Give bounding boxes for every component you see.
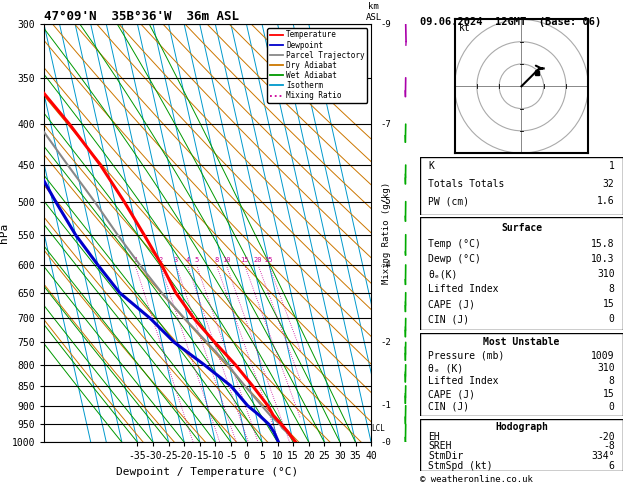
Text: Totals Totals: Totals Totals <box>428 179 504 189</box>
Text: 2: 2 <box>158 257 162 263</box>
Text: 8: 8 <box>609 284 615 294</box>
Text: -2: -2 <box>381 338 391 347</box>
Text: 1: 1 <box>609 161 615 171</box>
Text: 32: 32 <box>603 179 615 189</box>
Text: CIN (J): CIN (J) <box>428 402 469 412</box>
X-axis label: Dewpoint / Temperature (°C): Dewpoint / Temperature (°C) <box>116 467 299 477</box>
Text: SREH: SREH <box>428 441 452 451</box>
Text: Hodograph: Hodograph <box>495 421 548 432</box>
Text: Surface: Surface <box>501 223 542 233</box>
Text: CIN (J): CIN (J) <box>428 314 469 324</box>
Text: EH: EH <box>428 432 440 442</box>
Text: -7: -7 <box>381 120 391 129</box>
Text: 1009: 1009 <box>591 350 615 361</box>
Y-axis label: hPa: hPa <box>0 223 9 243</box>
Text: K: K <box>428 161 434 171</box>
Text: Lifted Index: Lifted Index <box>428 284 499 294</box>
Text: 1: 1 <box>133 257 137 263</box>
Text: 8: 8 <box>609 376 615 386</box>
Text: -8: -8 <box>603 441 615 451</box>
Text: 0: 0 <box>609 314 615 324</box>
Text: 15.8: 15.8 <box>591 239 615 249</box>
Text: -9: -9 <box>381 20 391 29</box>
Text: 15: 15 <box>240 257 249 263</box>
Text: -1: -1 <box>381 401 391 410</box>
Text: 15: 15 <box>603 299 615 309</box>
Text: 47°09'N  35B°36'W  36m ASL: 47°09'N 35B°36'W 36m ASL <box>44 10 239 23</box>
Text: θₑ(K): θₑ(K) <box>428 269 458 279</box>
Text: θₑ (K): θₑ (K) <box>428 364 464 373</box>
Text: -4: -4 <box>381 260 391 269</box>
Text: Lifted Index: Lifted Index <box>428 376 499 386</box>
Text: -20: -20 <box>597 432 615 442</box>
Text: -0: -0 <box>381 438 391 447</box>
Text: 10.3: 10.3 <box>591 254 615 264</box>
Text: 5: 5 <box>194 257 199 263</box>
Text: 4: 4 <box>185 257 189 263</box>
Text: 310: 310 <box>597 364 615 373</box>
Text: CAPE (J): CAPE (J) <box>428 299 476 309</box>
Text: Pressure (mb): Pressure (mb) <box>428 350 504 361</box>
Legend: Temperature, Dewpoint, Parcel Trajectory, Dry Adiabat, Wet Adiabat, Isotherm, Mi: Temperature, Dewpoint, Parcel Trajectory… <box>267 28 367 103</box>
Text: Dewp (°C): Dewp (°C) <box>428 254 481 264</box>
Text: Temp (°C): Temp (°C) <box>428 239 481 249</box>
Text: km
ASL: km ASL <box>365 2 382 22</box>
Text: 10: 10 <box>222 257 230 263</box>
Text: CAPE (J): CAPE (J) <box>428 389 476 399</box>
Text: 09.06.2024  12GMT  (Base: 06): 09.06.2024 12GMT (Base: 06) <box>420 17 601 27</box>
Text: 15: 15 <box>603 389 615 399</box>
Text: 310: 310 <box>597 269 615 279</box>
Text: 8: 8 <box>214 257 218 263</box>
Text: -5: -5 <box>381 197 391 206</box>
Text: LCL: LCL <box>372 424 386 433</box>
Text: Mixing Ratio (g/kg): Mixing Ratio (g/kg) <box>382 182 391 284</box>
Text: StmSpd (kt): StmSpd (kt) <box>428 461 493 471</box>
Text: Most Unstable: Most Unstable <box>483 337 560 347</box>
Text: PW (cm): PW (cm) <box>428 196 469 207</box>
Text: StmDir: StmDir <box>428 451 464 461</box>
Text: © weatheronline.co.uk: © weatheronline.co.uk <box>420 474 533 484</box>
Text: 334°: 334° <box>591 451 615 461</box>
Text: 6: 6 <box>609 461 615 471</box>
Text: kt: kt <box>459 23 470 34</box>
Text: 0: 0 <box>609 402 615 412</box>
Text: 20: 20 <box>254 257 262 263</box>
Text: 25: 25 <box>265 257 273 263</box>
Text: 1.6: 1.6 <box>597 196 615 207</box>
Text: 3: 3 <box>174 257 178 263</box>
